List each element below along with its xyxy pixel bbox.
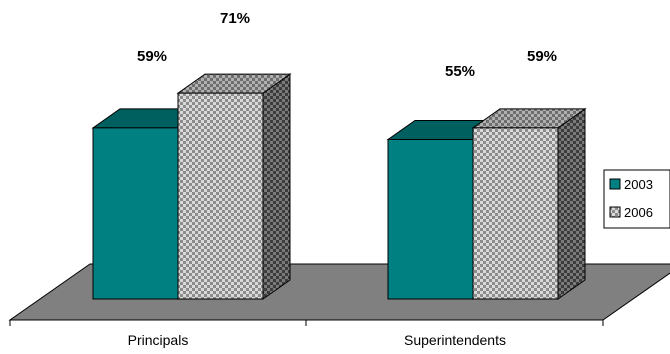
data-label-principals-2006: 71%: [220, 10, 250, 27]
legend-label-2006: 2006: [624, 205, 653, 220]
bar-superintendents-2003: [387, 139, 474, 300]
category-label-principals: Principals: [128, 332, 189, 348]
bar-side-superintendents-2006: [557, 107, 586, 300]
bar-superintendents-2006: [472, 127, 559, 300]
legend-label-2003: 2003: [624, 177, 653, 192]
bar-side-principals-2006: [262, 73, 291, 300]
data-label-principals-2003: 59%: [137, 48, 167, 65]
data-label-superintendents-2003: 55%: [445, 63, 475, 80]
legend: 2003 2006: [603, 169, 670, 229]
data-label-superintendents-2006: 59%: [527, 48, 557, 65]
bar-principals-2006: [177, 92, 264, 300]
bar-group: [91, 73, 587, 300]
bar-principals-2003: [92, 127, 179, 300]
legend-swatch-2003: [609, 178, 621, 190]
legend-swatch-2006: [609, 206, 621, 218]
category-label-superintendents: Superintendents: [404, 332, 506, 348]
